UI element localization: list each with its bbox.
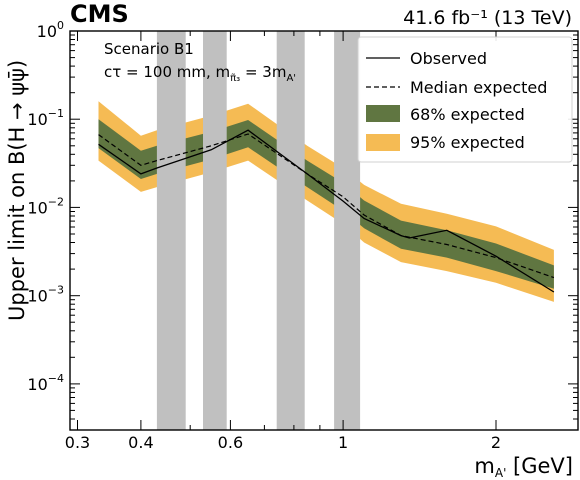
x-tick-label: 0.4 [128, 433, 153, 452]
legend-95-swatch [366, 134, 400, 151]
excluded-window-3 [276, 31, 305, 430]
axis-ticks: 100 10−1 10−2 10−3 10−4 0.3 0.4 0.6 1 2 [27, 19, 578, 452]
excluded-window-4 [334, 31, 361, 430]
plot-area [98, 31, 555, 430]
median-expected-line [98, 133, 555, 279]
legend-95-label: 95% expected [410, 133, 525, 152]
x-axis-title: mA' [GeV] [474, 454, 573, 480]
x-axis-title-main: m [474, 454, 494, 478]
plot-frame [69, 30, 579, 431]
lifetime-label: cτ = 100 mm, mπ̃₃ = 3mA' [104, 63, 296, 84]
excluded-window-1 [156, 31, 186, 430]
y-axis-title: Upper limit on B(H → ψψ̄) [5, 60, 29, 321]
legend-median-label: Median expected [410, 78, 547, 97]
lifetime-text: cτ = 100 mm, m [104, 63, 230, 81]
y-tick-label: 10−3 [27, 284, 64, 306]
band-68-expected [98, 119, 554, 289]
x-tick-label: 2 [491, 433, 501, 452]
excluded-window-2 [203, 31, 227, 430]
x-tick-label: 0.6 [218, 433, 243, 452]
x-axis-title-unit: [GeV] [506, 454, 573, 478]
legend: Observed Median expected 68% expected 95… [357, 36, 573, 163]
scenario-label: Scenario B1 [104, 40, 194, 58]
legend-68-swatch [366, 105, 400, 122]
limit-lines [98, 129, 555, 293]
experiment-label: CMS [70, 0, 129, 28]
excluded-mass-windows [156, 31, 361, 430]
x-tick-label: 1 [338, 433, 348, 452]
y-tick-label: 100 [37, 19, 64, 41]
y-tick-label: 10−1 [27, 107, 64, 129]
luminosity-label: 41.6 fb⁻¹ (13 TeV) [403, 7, 572, 29]
y-tick-label: 10−4 [27, 372, 64, 394]
legend-68-label: 68% expected [410, 105, 525, 124]
lifetime-sub2: A' [286, 73, 296, 84]
y-tick-label: 10−2 [27, 195, 64, 217]
lifetime-rest: = 3m [240, 63, 286, 81]
observed-line [98, 129, 555, 293]
legend-observed-label: Observed [410, 49, 487, 68]
legend-box [357, 36, 573, 163]
x-axis-title-sub: A' [495, 466, 507, 480]
x-tick-label: 0.3 [65, 433, 90, 452]
lifetime-sub: π̃₃ [230, 72, 240, 84]
